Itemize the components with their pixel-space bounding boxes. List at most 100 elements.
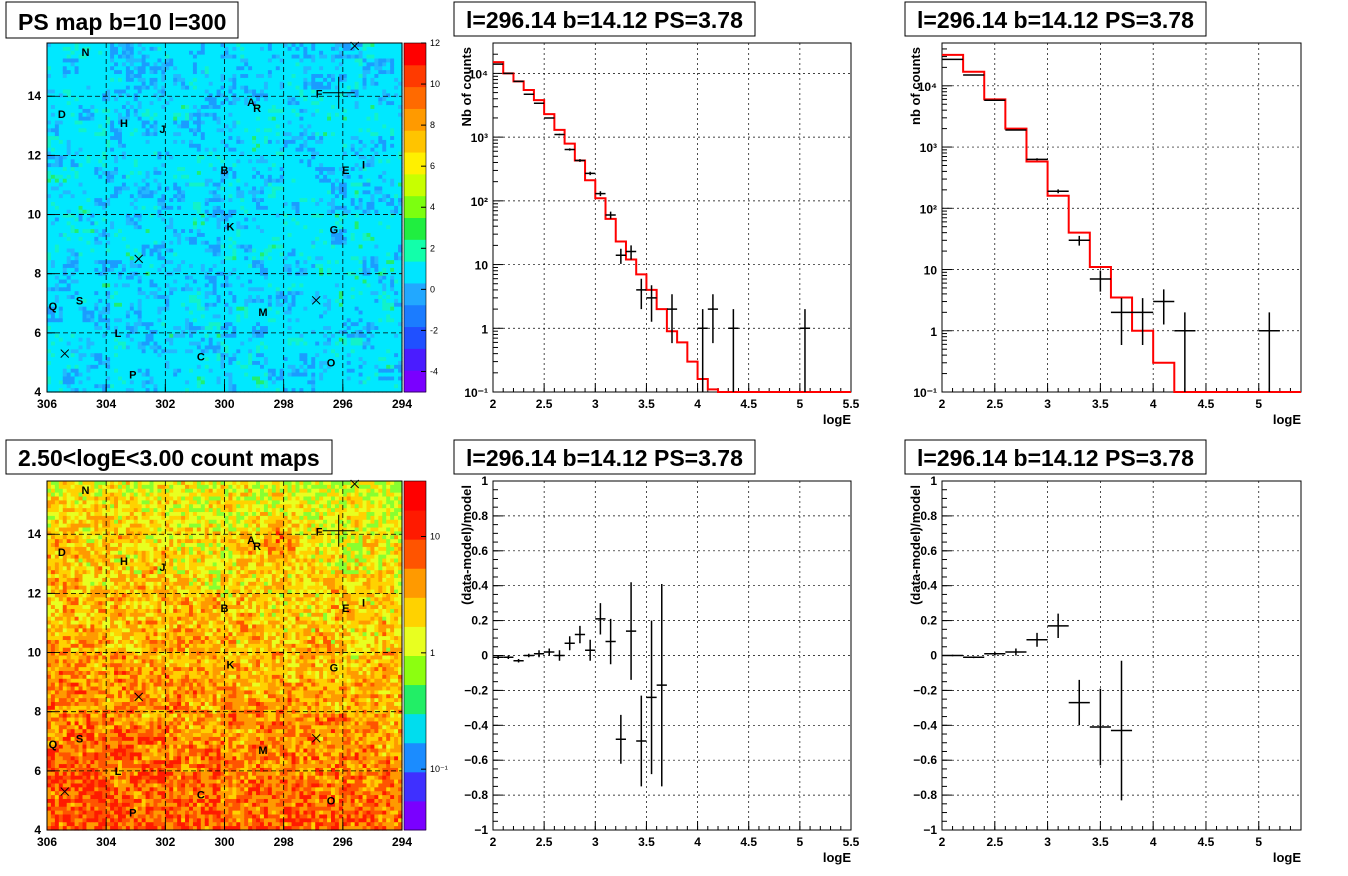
heatmap-cell [224,310,230,316]
heatmap-cell [106,372,111,378]
heatmap-cell [173,326,178,331]
heatmap-cell [66,264,72,269]
heatmap-cell [212,43,218,48]
heatmap-cell [62,159,68,164]
heatmap-cell [70,329,76,335]
heatmap-cell [145,178,151,184]
heatmap-cell [74,147,80,153]
heatmap-cell [192,376,198,381]
heatmap-cell [196,337,202,343]
heatmap-cell [220,349,226,354]
heatmap-cell [86,190,91,195]
heatmap-cell [153,349,159,354]
heatmap-cell [125,77,131,83]
heatmap-cell [200,264,206,269]
heatmap-cell [240,58,245,63]
heatmap-cell [94,267,99,273]
heatmap-cell [106,147,111,153]
heatmap-cell [118,93,123,98]
heatmap-cell [114,66,119,71]
heatmap-cell [173,341,178,347]
heatmap-cell [212,248,218,253]
heatmap-cell [114,329,119,335]
heatmap-cell [54,89,60,95]
heatmap-cell [157,252,162,257]
heatmap-cell [50,306,56,312]
heatmap-cell [196,283,202,288]
heatmap-cell [228,256,233,261]
heatmap-cell [208,89,214,95]
heatmap-cell [236,236,241,242]
heatmap-cell [114,357,119,362]
heatmap-cell [204,105,210,110]
heatmap-cell [118,97,123,102]
heatmap-cell [153,209,159,215]
heatmap-cell [129,236,135,242]
heatmap-cell [78,155,84,160]
heatmap-cell [244,360,249,366]
heatmap-cell [98,101,103,106]
heatmap-cell [149,136,155,141]
heatmap-cell [137,178,143,184]
heatmap-cell [106,384,111,389]
heatmap-cell [90,54,95,60]
heatmap-cell [149,128,155,133]
heatmap-cell [62,364,68,370]
heatmap-cell [141,213,147,219]
heatmap-cell [236,163,241,168]
heatmap-cell [141,318,147,323]
heatmap-cell [192,66,198,71]
heatmap-cell [137,167,143,172]
heatmap-cell [74,256,80,261]
heatmap-cell [78,349,84,354]
heatmap-cell [133,62,139,67]
heatmap-cell [50,388,56,393]
heatmap-cell [47,357,52,362]
heatmap-cell [47,353,52,358]
heatmap-cell [185,163,190,168]
heatmap-cell [145,267,151,273]
heatmap-cell [137,112,143,118]
heatmap-cell [196,62,202,67]
heatmap-cell [169,295,174,300]
heatmap-cell [228,62,233,67]
heatmap-cell [169,260,174,265]
heatmap-cell [240,376,245,381]
heatmap-cell [165,155,170,160]
heatmap-cell [200,85,206,91]
heatmap-cell [153,116,159,122]
heatmap-cell [256,170,261,176]
heatmap-cell [82,89,88,95]
heatmap-cell [102,101,107,106]
heatmap-cell [189,341,194,347]
heatmap-cell [74,229,80,234]
heatmap-cell [78,81,84,87]
heatmap-cell [125,256,131,261]
heatmap-cell [157,120,162,126]
heatmap-cell [82,252,88,257]
heatmap-cell [200,287,206,292]
heatmap-cell [224,302,230,308]
heatmap-cell [121,295,127,300]
heatmap-cell [50,236,56,242]
heatmap-cell [125,209,131,215]
heatmap-cell [196,329,202,335]
heatmap-cell [177,333,182,339]
heatmap-cell [232,198,237,203]
heatmap-cell [177,108,182,114]
heatmap-cell [74,167,80,172]
heatmap-cell [137,306,143,312]
heatmap-cell [220,43,226,48]
heatmap-cell [114,182,119,188]
heatmap-cell [165,388,170,393]
heatmap-cell [62,264,68,269]
heatmap-cell [133,326,139,331]
heatmap-cell [86,353,91,358]
heatmap-cell [228,225,233,230]
heatmap-cell [220,194,226,199]
heatmap-cell [192,178,198,184]
heatmap-cell [98,128,103,133]
heatmap-cell [106,229,111,234]
heatmap-cell [212,221,218,226]
heatmap-cell [110,236,115,242]
